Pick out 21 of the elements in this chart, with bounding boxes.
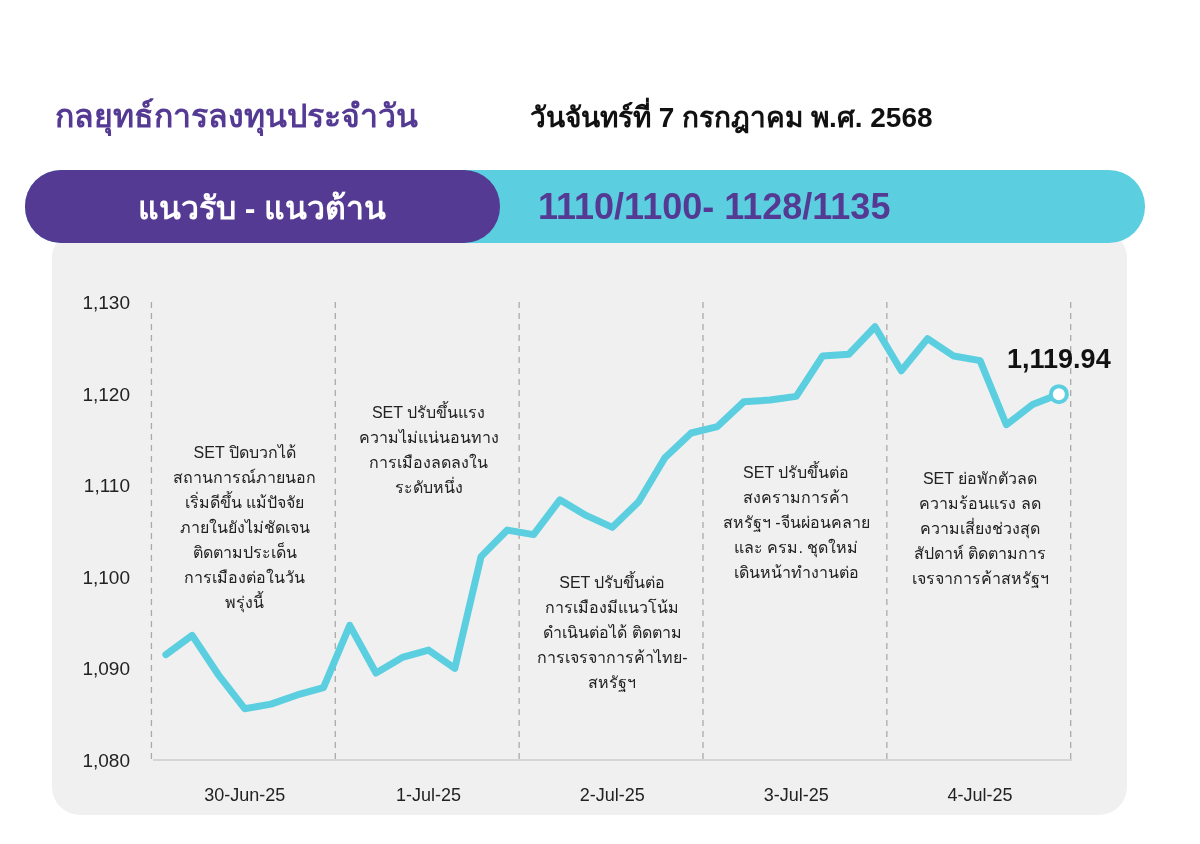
- chart-title: กลยุทธ์การลงทุนประจำวัน: [55, 98, 418, 137]
- x-tick-label: 30-Jun-25: [204, 785, 286, 805]
- x-tick-label: 2-Jul-25: [579, 785, 645, 805]
- y-tick-label: 1,130: [82, 292, 130, 313]
- y-tick-label: 1,110: [83, 475, 130, 497]
- text: แนวรับ - แนวต้าน: [137, 190, 387, 226]
- x-tick-label: 3-Jul-25: [763, 785, 829, 805]
- annotation: 1,119.94: [1007, 344, 1111, 375]
- annotation: SET ย่อพักตัวลด ความร้อนแรง ลด ความเสี่ยงช่วงสุด สัปดาห์ ติดตามการ เจรจาการค้าสหรัฐฯ: [911, 470, 1049, 588]
- y-tick-label: 1,120: [82, 383, 130, 405]
- x-tick-label: 1-Jul-25: [396, 785, 462, 805]
- annotation: SET ปรับขึ้นต่อ สงครามการค้า สหรัฐฯ -จีนผ่อนคลาย และ ครม. ชุดใหม่ เดินหน้าทำงานต่อ: [722, 461, 870, 581]
- annotation: SET ปรับขึ้นต่อ การเมืองมีแนวโน้ม ดำเนินต่อได้ ติดตาม การเจรจาการค้าไทย- สหรัฐฯ: [537, 571, 688, 692]
- annotation: SET ปรับขึ้นแรง ความไม่แน่นอนทาง การเมืองลดลงใน ระดับหนึ่ง: [358, 401, 499, 496]
- y-tick-label: 1,100: [82, 566, 130, 588]
- text: 1110/1100- 1128/1135: [538, 186, 891, 227]
- y-tick-label: 1,080: [82, 750, 130, 771]
- x-tick-label: 4-Jul-25: [947, 785, 1013, 805]
- chart-subtitle: วันจันทร์ที่ 7 กรกฎาคม พ.ศ. 2568: [530, 97, 933, 134]
- y-tick-label: 1,090: [82, 658, 130, 680]
- annotation: SET ปิดบวกได้ สถานการณ์ภายนอก เริ่มดีขึ้น แม้ปัจจัย ภายในยังไม่ชัดเจน ติดตามประเด็น การเมืองต่อในวัน พรุ่งนี้: [173, 443, 317, 613]
